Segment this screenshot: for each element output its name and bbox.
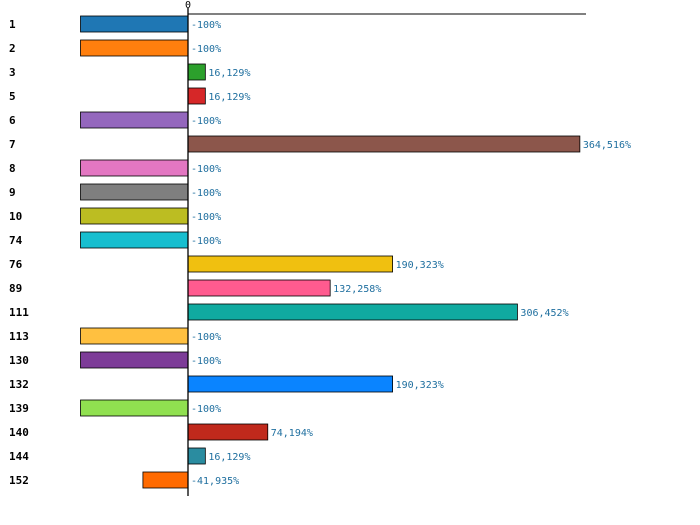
bar-9 — [80, 183, 189, 201]
bar-2 — [80, 39, 189, 57]
value-label-2: -100% — [191, 44, 221, 55]
category-label-8: 8 — [9, 162, 16, 175]
bar-5 — [187, 87, 206, 105]
category-label-130: 130 — [9, 354, 29, 367]
category-label-3: 3 — [9, 66, 16, 79]
zero-tick-label: 0 — [185, 0, 191, 11]
category-label-111: 111 — [9, 306, 29, 319]
bar-130 — [80, 351, 189, 369]
value-label-144: 16,129% — [208, 452, 250, 463]
category-label-152: 152 — [9, 474, 29, 487]
category-label-10: 10 — [9, 210, 22, 223]
value-label-3: 16,129% — [208, 68, 250, 79]
category-label-1: 1 — [9, 18, 16, 31]
value-label-132: 190,323% — [396, 380, 444, 391]
value-label-10: -100% — [191, 212, 221, 223]
bar-113 — [80, 327, 189, 345]
category-label-113: 113 — [9, 330, 29, 343]
category-label-144: 144 — [9, 450, 29, 463]
bar-140 — [187, 423, 269, 441]
value-label-139: -100% — [191, 404, 221, 415]
category-label-5: 5 — [9, 90, 16, 103]
category-label-2: 2 — [9, 42, 16, 55]
bar-6 — [80, 111, 189, 129]
value-label-76: 190,323% — [396, 260, 444, 271]
bar-132 — [187, 375, 393, 393]
bar-7 — [187, 135, 581, 153]
bar-152 — [142, 471, 189, 489]
bar-139 — [80, 399, 189, 417]
category-label-140: 140 — [9, 426, 29, 439]
value-label-9: -100% — [191, 188, 221, 199]
value-label-140: 74,194% — [271, 428, 313, 439]
bar-89 — [187, 279, 331, 297]
value-label-1: -100% — [191, 20, 221, 31]
bar-76 — [187, 255, 393, 273]
bar-74 — [80, 231, 189, 249]
category-label-74: 74 — [9, 234, 23, 247]
value-label-89: 132,258% — [333, 284, 381, 295]
value-label-8: -100% — [191, 164, 221, 175]
bar-10 — [80, 207, 189, 225]
value-label-74: -100% — [191, 236, 221, 247]
bar-3 — [187, 63, 206, 81]
category-label-7: 7 — [9, 138, 16, 151]
bar-8 — [80, 159, 189, 177]
value-label-111: 306,452% — [520, 308, 568, 319]
category-label-6: 6 — [9, 114, 16, 127]
category-label-76: 76 — [9, 258, 23, 271]
bar-144 — [187, 447, 206, 465]
value-label-152: -41,935% — [191, 476, 239, 487]
category-label-89: 89 — [9, 282, 22, 295]
bars-group — [80, 15, 581, 489]
value-labels: -100% -100% 16,129% 16,129% -100% 364,516% -10… — [191, 20, 631, 487]
value-label-113: -100% — [191, 332, 221, 343]
value-label-7: 364,516% — [583, 140, 631, 151]
bar-1 — [80, 15, 189, 33]
category-label-132: 132 — [9, 378, 29, 391]
category-label-139: 139 — [9, 402, 29, 415]
bar-111 — [187, 303, 518, 321]
value-label-6: -100% — [191, 116, 221, 127]
value-label-130: -100% — [191, 356, 221, 367]
category-label-9: 9 — [9, 186, 16, 199]
value-label-5: 16,129% — [208, 92, 250, 103]
